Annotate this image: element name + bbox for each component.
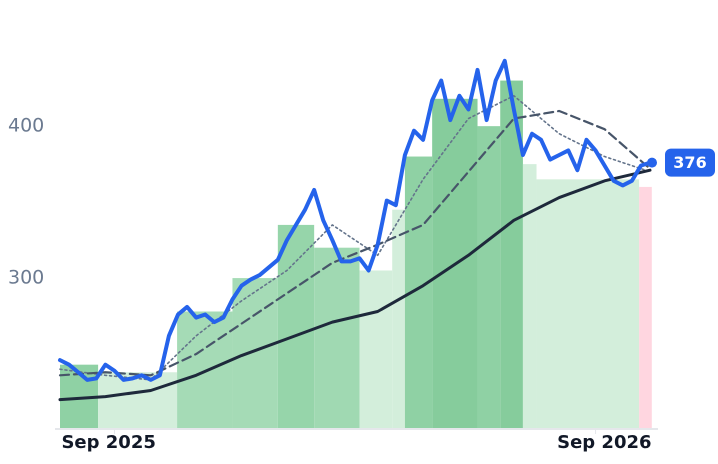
- band-bar: [98, 372, 178, 430]
- last-value-label: 376: [673, 153, 706, 172]
- x-tick-label: Sep 2026: [557, 432, 651, 453]
- series-line: [58, 168, 652, 402]
- band-bar: [232, 278, 278, 430]
- x-tick-label: Sep 2025: [61, 432, 155, 453]
- y-tick-label: 300: [8, 267, 44, 289]
- series-line: [58, 109, 652, 377]
- last-dot: [647, 157, 657, 168]
- band-bar: [277, 224, 315, 430]
- band-bar: [536, 179, 640, 430]
- band-bar: [477, 126, 501, 431]
- band-bar: [639, 186, 652, 430]
- band-bar: [500, 80, 523, 431]
- band-bar: [392, 209, 405, 430]
- band-bar: [359, 270, 393, 430]
- band-bar: [522, 164, 537, 430]
- y-tick-label: 400: [8, 115, 44, 137]
- badge-bg: [665, 148, 715, 177]
- series-line: [58, 58, 652, 382]
- band-bar: [314, 247, 360, 430]
